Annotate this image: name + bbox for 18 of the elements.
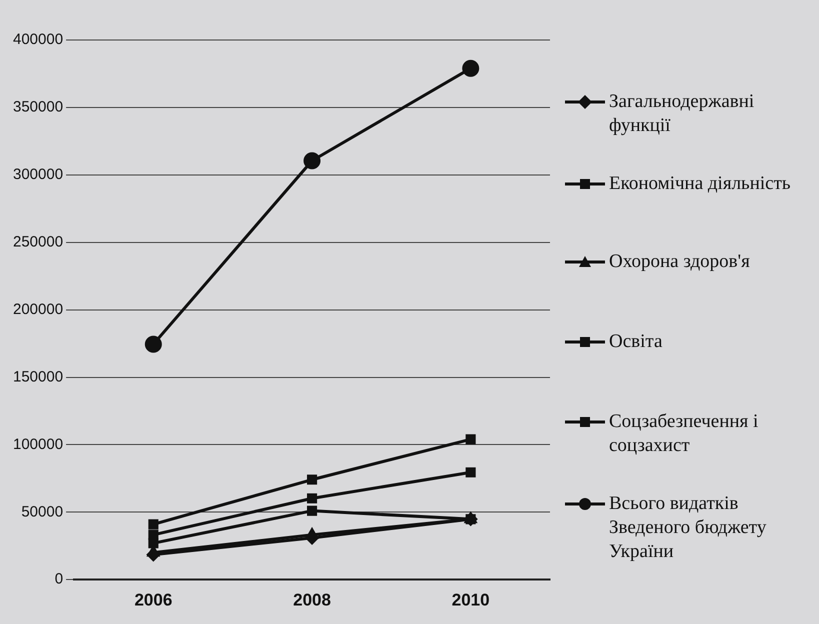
y-tick-label: 250000: [12, 233, 64, 250]
y-tick-label: 300000: [12, 166, 64, 184]
y-tick-label: 400000: [12, 31, 64, 48]
legend-label: Всього видатків Зведеного бюджету України: [609, 492, 768, 564]
x-tick-label: 2008: [293, 590, 331, 610]
y-tick-label: 0: [54, 570, 64, 588]
y-tick-label: 150000: [12, 368, 64, 386]
y-tick-label: 100000: [12, 436, 64, 453]
legend-label: Соцзабезпечення і соцзахист: [609, 410, 760, 458]
y-tick-label: 350000: [12, 98, 64, 116]
legend-label: Охорона здоров'я: [609, 250, 751, 274]
legend-label: Освіта: [609, 330, 664, 354]
legend-label: Економічна діяльність: [609, 172, 792, 196]
x-tick-label: 2006: [134, 590, 172, 610]
y-tick-label: 200000: [12, 300, 64, 318]
y-tick-label: 50000: [21, 503, 64, 520]
x-tick-label: 2010: [452, 590, 490, 610]
legend-label: Загальнодержавні функції: [609, 90, 756, 138]
